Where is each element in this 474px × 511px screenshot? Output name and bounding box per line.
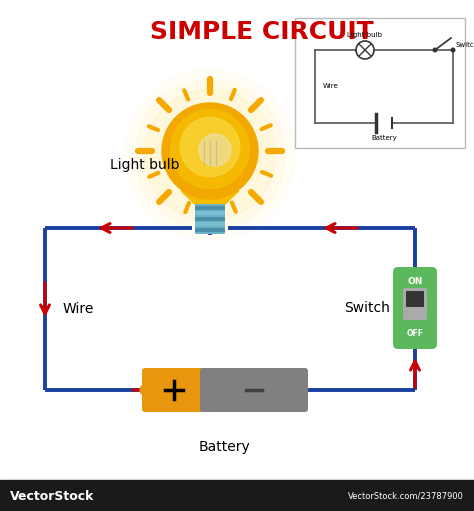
- Circle shape: [451, 48, 455, 52]
- Text: Wire: Wire: [323, 83, 339, 89]
- Circle shape: [140, 385, 150, 395]
- Circle shape: [199, 134, 231, 166]
- Bar: [0, 480, 474, 511]
- Circle shape: [125, 70, 295, 240]
- Text: OFF: OFF: [407, 330, 423, 338]
- Text: Switch: Switch: [456, 42, 474, 48]
- Text: VectorStock: VectorStock: [10, 490, 94, 502]
- FancyBboxPatch shape: [403, 288, 427, 320]
- Text: Light bulb: Light bulb: [347, 32, 383, 38]
- Text: ON: ON: [407, 277, 423, 287]
- FancyBboxPatch shape: [295, 18, 465, 148]
- Circle shape: [180, 117, 240, 177]
- Circle shape: [171, 110, 249, 189]
- Text: Light bulb: Light bulb: [110, 158, 180, 172]
- Circle shape: [144, 89, 276, 221]
- Circle shape: [433, 48, 437, 52]
- FancyBboxPatch shape: [406, 291, 424, 307]
- FancyBboxPatch shape: [195, 204, 225, 234]
- Text: Wire: Wire: [63, 302, 94, 316]
- Circle shape: [135, 80, 285, 230]
- FancyBboxPatch shape: [200, 368, 308, 412]
- FancyBboxPatch shape: [142, 368, 206, 412]
- Circle shape: [162, 103, 258, 199]
- Text: Switch: Switch: [344, 301, 390, 315]
- Text: Battery: Battery: [371, 135, 397, 141]
- Circle shape: [356, 41, 374, 59]
- Polygon shape: [181, 191, 239, 205]
- Text: Battery: Battery: [199, 440, 251, 454]
- FancyBboxPatch shape: [393, 267, 437, 349]
- Text: VectorStock.com/23787900: VectorStock.com/23787900: [348, 492, 464, 500]
- Text: SIMPLE CIRCUIT: SIMPLE CIRCUIT: [150, 20, 374, 44]
